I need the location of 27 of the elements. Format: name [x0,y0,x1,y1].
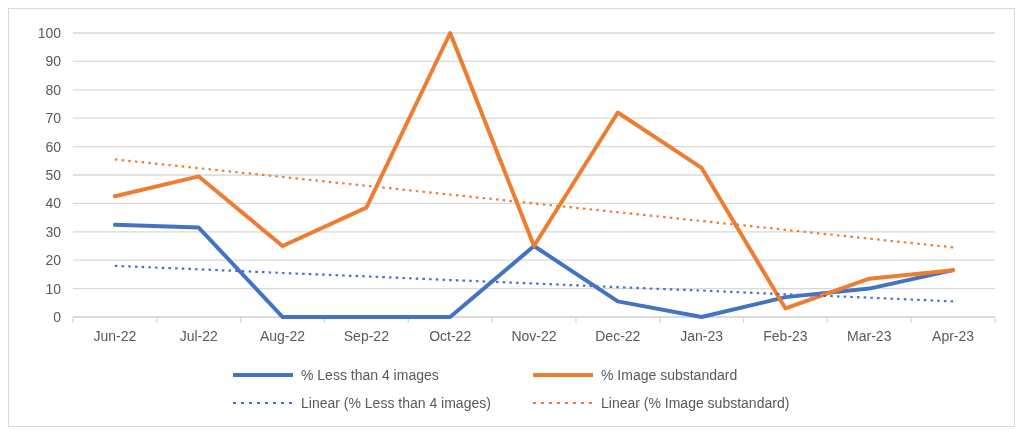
y-tick-label: 20 [45,252,62,269]
y-tick-label: 50 [45,166,62,183]
y-tick-label: 40 [45,195,62,212]
x-tick-label: Jan-23 [680,328,724,344]
y-tick-label: 100 [37,24,62,41]
y-tick-label: 90 [45,53,62,70]
legend-label: % Image substandard [601,366,738,383]
x-tick-label: Aug-22 [259,328,306,344]
x-tick-label: Sep-22 [343,328,390,344]
legend-label: % Less than 4 images [301,366,439,383]
x-tick-label: Apr-23 [932,328,975,344]
legend-label: Linear (% Less than 4 images) [301,394,491,411]
y-tick-label: 80 [45,81,62,98]
x-tick-label: Jul-22 [179,328,218,344]
legend-label: Linear (% Image substandard) [601,394,790,411]
x-tick-label: Jun-22 [93,328,137,344]
x-tick-label: Feb-23 [763,328,808,344]
x-tick-label: Dec-22 [595,328,641,344]
line-series [112,31,956,311]
y-tick-label: 60 [45,138,62,155]
y-tick-label: 0 [53,308,62,325]
y-tick-label: 30 [45,223,62,240]
x-tick-label: Nov-22 [511,328,557,344]
y-tick-label: 70 [45,110,62,127]
x-tick-label: Oct-22 [429,328,472,344]
x-tick-label: Mar-23 [847,328,892,344]
y-tick-label: 10 [45,280,62,297]
